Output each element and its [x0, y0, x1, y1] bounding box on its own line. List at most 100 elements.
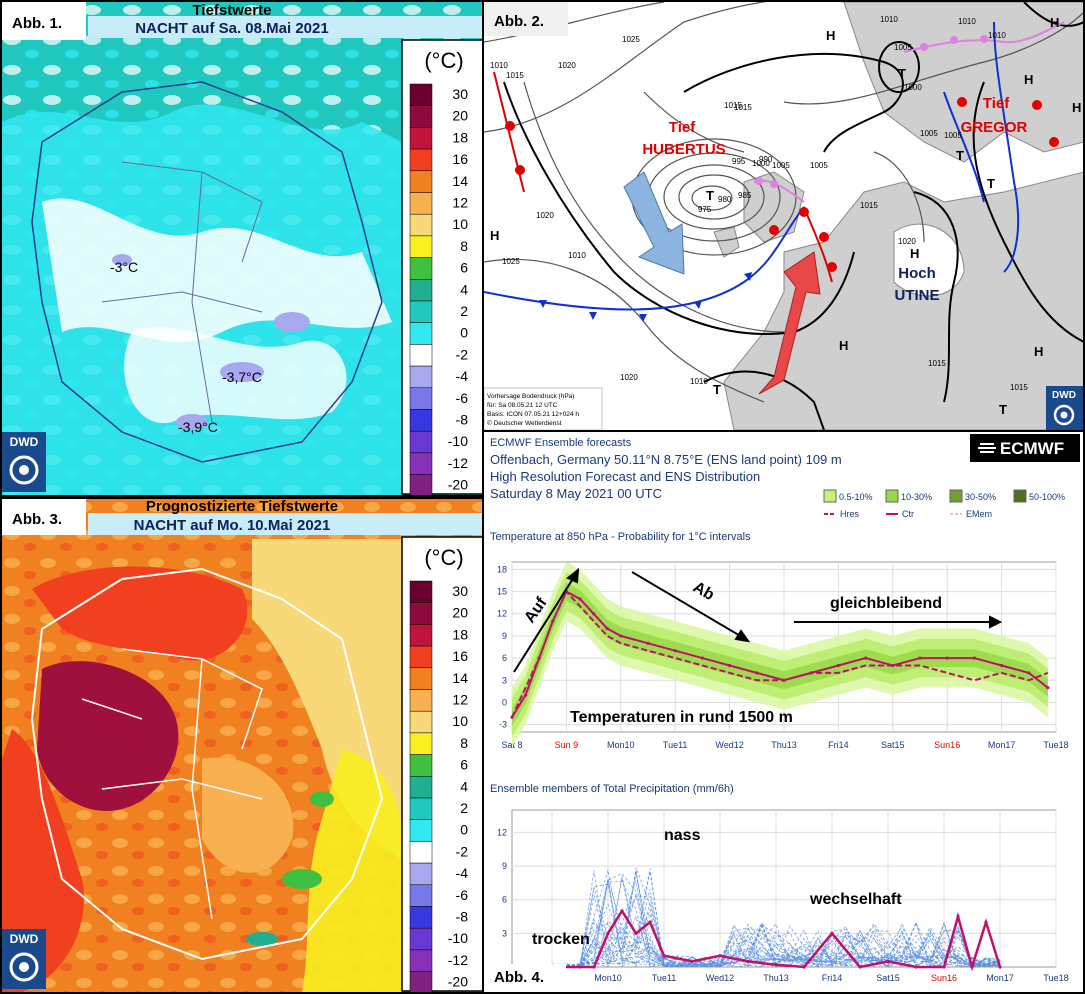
precip-member-line	[551, 879, 1001, 968]
temp-xtick: Sun16	[934, 740, 960, 750]
colorscale-label: -12	[448, 455, 468, 471]
panel1-label-b: -3,7°C	[222, 369, 262, 385]
colorscale-label: 6	[460, 260, 468, 276]
svg-text:ECMWF: ECMWF	[1000, 439, 1064, 458]
precip-xtick: Fri14	[822, 973, 843, 983]
ecmwf-header-1: ECMWF Ensemble forecasts	[490, 437, 632, 449]
temp-xtick: Wed12	[715, 740, 743, 750]
low-marker: T	[713, 382, 721, 397]
low-marker: T	[956, 148, 964, 163]
svg-text:Hres: Hres	[840, 509, 860, 519]
colorscale-label: 14	[452, 173, 468, 189]
temp-ctr-point	[891, 663, 895, 668]
panel3-abb: Abb. 3.	[12, 511, 62, 528]
temp-ctr-point	[524, 693, 528, 697]
panel-abb4: ECMWF ECMWF Ensemble forecasts Offenbach…	[482, 430, 1085, 994]
colorscale-label: 18	[452, 626, 468, 642]
min-temp-map-may10: Prognostizierte Tiefstwerte NACHT auf Mo…	[2, 499, 485, 992]
colorscale-label: 0	[460, 822, 468, 838]
colorscale-swatch	[409, 474, 433, 495]
isobar-label: 1005	[894, 43, 912, 52]
colorscale-swatch	[409, 170, 433, 193]
isobar-label: 1015	[506, 71, 524, 80]
temp-ctr-point	[578, 597, 582, 601]
isobar-label: 985	[738, 191, 752, 200]
temp-ctr-point	[1046, 686, 1050, 690]
panel1-abb: Abb. 1.	[12, 15, 62, 32]
colorscale-swatch	[409, 257, 433, 280]
colorscale-label: 12	[452, 195, 468, 211]
precip-ctr-point	[858, 965, 862, 969]
isobar-label: 1005	[920, 129, 938, 138]
colorscale-label: -6	[456, 887, 469, 903]
colorscale-swatch	[409, 819, 433, 842]
colorscale-1: (°C) 3020181614121086420-2-4-6-8-10-12-2…	[401, 39, 485, 495]
isobar-label: 1015	[734, 103, 752, 112]
precip-ctr-point	[606, 931, 610, 935]
precip-xtick: Wed12	[706, 973, 734, 983]
isobar-label: 1020	[620, 373, 638, 382]
colorscale-swatch	[409, 409, 433, 432]
isobar-label: 1010	[490, 61, 508, 70]
temp-probability-band	[512, 582, 1048, 727]
temp-ctr-point	[755, 671, 759, 675]
colorscale-swatch	[409, 776, 433, 799]
colorscale-label: 8	[460, 238, 468, 254]
min-temp-map-may8: Tiefstwerte NACHT auf Sa. 08.Mai 2021 Ab…	[2, 2, 485, 495]
precip-ctr-point	[662, 954, 666, 958]
temp-ctr-point	[510, 715, 514, 719]
annot-gleichbleibend: gleichbleibend	[830, 595, 942, 612]
precip-ctr-point	[956, 914, 960, 919]
colorscale-label: 20	[452, 605, 468, 621]
precip-ctr-point	[592, 965, 596, 969]
precip-ctr-point	[746, 959, 750, 963]
high-marker: H	[839, 338, 848, 353]
colorscale-swatch	[409, 83, 433, 106]
colorscale-label: 4	[460, 281, 468, 297]
temp-ctr-point	[728, 663, 732, 668]
isobar-label: 1000	[752, 159, 770, 168]
info-line: Vorhersage Bodendruck (hPa)	[487, 393, 574, 400]
temp-ctr-point	[605, 626, 609, 631]
precip-member-line	[551, 871, 1001, 968]
high-marker: H	[1024, 72, 1033, 87]
colorscale-swatch	[409, 797, 433, 820]
temp-ctr-point	[864, 656, 868, 660]
colorscale-swatch	[409, 127, 433, 150]
colorscale-swatch	[409, 754, 433, 777]
ecmwf-header-2: Offenbach, Germany 50.11°N 8.75°E (ENS l…	[490, 452, 842, 467]
high-marker: H	[1034, 344, 1043, 359]
colorscale-label: 30	[452, 86, 468, 102]
temp-ctr-point	[646, 641, 650, 645]
high-marker: H	[490, 228, 499, 243]
precip-member-line	[551, 880, 1001, 968]
colorscale-swatch	[409, 105, 433, 128]
ecmwf-logo: ECMWF	[970, 434, 1080, 462]
precip-ctr-point	[998, 965, 1002, 969]
colorscale-label: -6	[456, 390, 469, 406]
temp-ytick: 9	[502, 631, 507, 641]
isobar-label: 1015	[928, 359, 946, 368]
annot-trocken: trocken	[532, 931, 590, 948]
panel1-subtitle: NACHT auf Sa. 08.Mai 2021	[135, 20, 328, 37]
temp-ctr-point	[592, 612, 596, 616]
precip-xtick: Thu13	[763, 973, 789, 983]
temp-xtick: Sun 9	[555, 740, 579, 750]
isobar-label: 1010	[568, 251, 586, 260]
colorscale-unit: (°C)	[424, 545, 463, 570]
precip-member-line	[551, 915, 1001, 968]
colorscale-swatch	[409, 322, 433, 345]
isobar-label: 1005	[810, 161, 828, 170]
svg-text:10-30%: 10-30%	[901, 492, 932, 502]
temp-ytick: -3	[499, 720, 507, 730]
colorscale-label: 6	[460, 757, 468, 773]
colorscale-swatch	[409, 667, 433, 690]
low-marker: T	[898, 66, 906, 81]
precip-ctr-point	[718, 954, 722, 958]
high-marker: H	[910, 246, 919, 261]
temp-ctr-point	[700, 656, 704, 660]
colorscale-unit: (°C)	[424, 48, 463, 73]
arrow-warm-air	[758, 251, 821, 395]
utine-name: UTINE	[895, 287, 940, 304]
